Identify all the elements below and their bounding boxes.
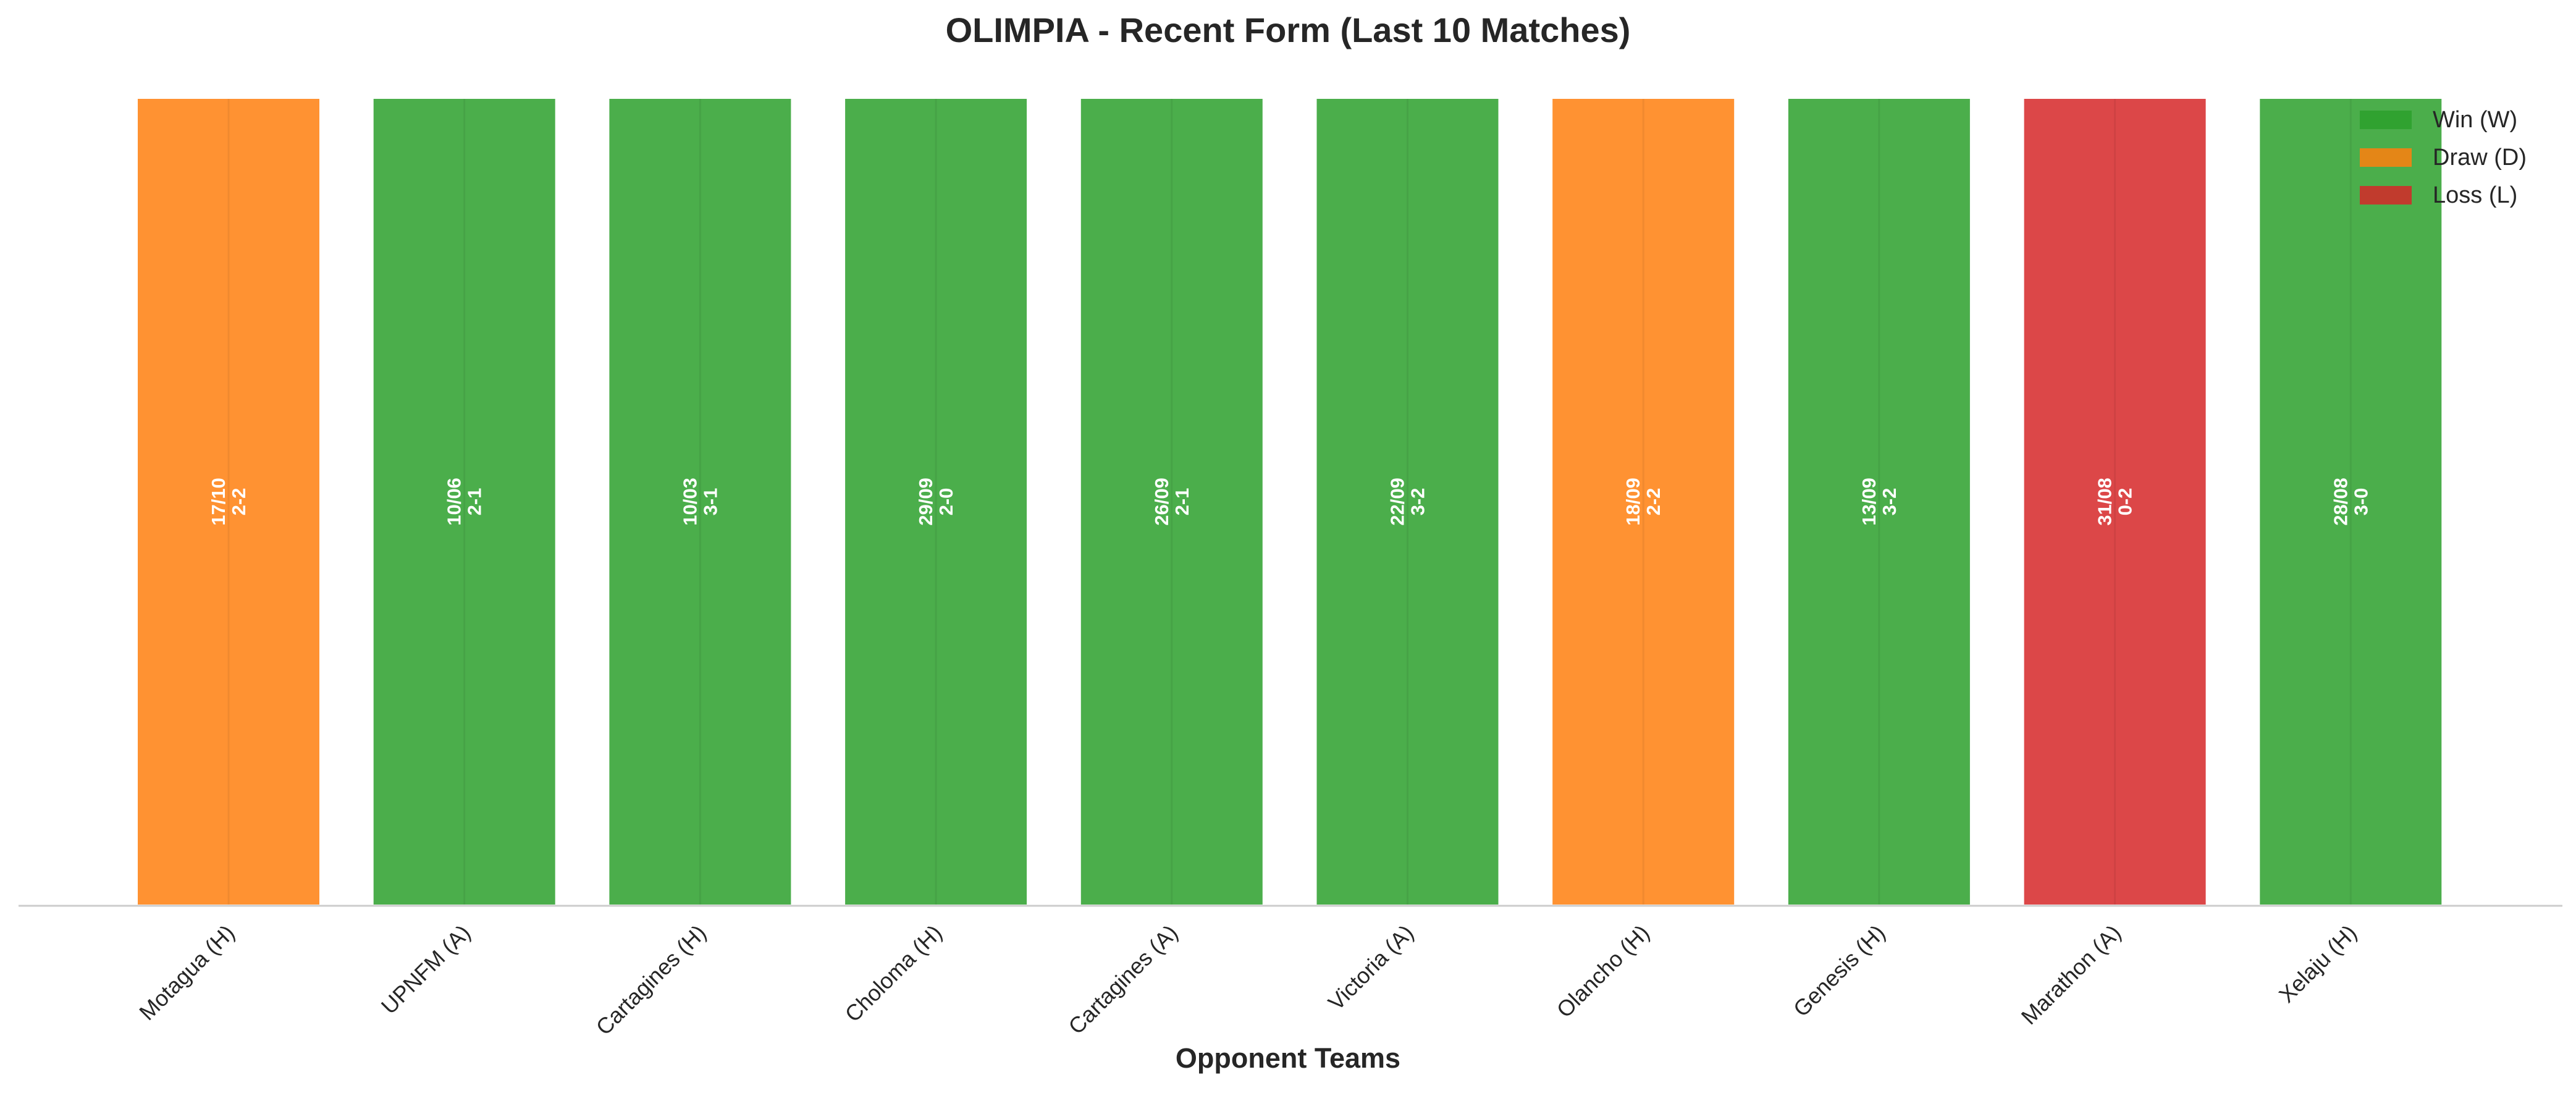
legend-label-d: Draw (D) (2433, 145, 2527, 171)
bar-5 (1314, 96, 1501, 907)
x-tick-label-8: Marathon (A) (2016, 920, 2126, 1030)
x-tick-label-6: Olancho (H) (1552, 920, 1654, 1023)
bar-2 (607, 96, 794, 907)
bar-score-label: 3-0 (2350, 488, 2372, 516)
bar-score-label: 0-2 (2115, 488, 2136, 516)
bar-date-label: 31/08 (2094, 478, 2116, 526)
bar-score-label: 2-1 (1171, 488, 1193, 516)
bar-label-3: 29/092-0 (915, 478, 957, 526)
bar-date-label: 22/09 (1387, 478, 1408, 526)
bar-date-label: 26/09 (1151, 478, 1172, 526)
x-tick-label-1: UPNFM (A) (376, 920, 476, 1019)
x-tick-label-5: Victoria (A) (1323, 920, 1418, 1015)
bar-6 (1550, 96, 1737, 907)
legend: Win (W) Draw (D) Loss (L) (2360, 107, 2527, 208)
chart-title: OLIMPIA - Recent Form (Last 10 Matches) (946, 11, 1631, 49)
bar-label-0: 17/102-2 (208, 478, 250, 526)
legend-label-w: Win (W) (2433, 107, 2517, 133)
bar-date-label: 18/09 (1622, 478, 1644, 526)
x-axis-label: Opponent Teams (1176, 1042, 1400, 1074)
bar-date-label: 28/08 (2330, 478, 2351, 526)
bars-layer: 17/102-2 10/062-1 10/033-1 29/092-0 26/092-1… (135, 96, 2444, 907)
bar-score-label: 2-2 (1643, 488, 1664, 516)
legend-label-l: Loss (L) (2433, 182, 2517, 208)
bar-label-9: 28/083-0 (2330, 478, 2372, 526)
legend-swatch-w (2360, 111, 2412, 129)
bar-label-6: 18/092-2 (1622, 478, 1664, 526)
bar-score-label: 2-0 (935, 488, 957, 516)
bar-score-label: 3-2 (1407, 488, 1429, 516)
bar-label-5: 22/093-2 (1387, 478, 1429, 526)
legend-swatch-d (2360, 148, 2412, 167)
x-tick-label-4: Cartagines (A) (1063, 920, 1182, 1039)
bar-1 (371, 96, 558, 907)
bar-score-label: 2-1 (464, 488, 486, 516)
bar-label-1: 10/062-1 (444, 478, 486, 526)
x-tick-label-2: Cartagines (H) (591, 920, 712, 1040)
bar-score-label: 3-1 (699, 488, 721, 516)
bar-label-2: 10/033-1 (679, 478, 721, 526)
bar-label-8: 31/080-2 (2094, 478, 2136, 526)
bar-4 (1078, 96, 1265, 907)
x-tick-label-3: Choloma (H) (840, 920, 946, 1027)
bar-9 (2257, 96, 2444, 907)
bar-label-4: 26/092-1 (1151, 478, 1193, 526)
bar-3 (843, 96, 1030, 907)
bar-date-label: 29/09 (915, 478, 937, 526)
bar-score-label: 2-2 (228, 488, 250, 516)
bar-date-label: 17/10 (208, 478, 229, 526)
x-tick-labels: Motagua (H) UPNFM (A) Cartagines (H) Cholom… (134, 920, 2362, 1040)
x-tick-label-0: Motagua (H) (134, 920, 239, 1025)
bar-score-label: 3-2 (1879, 488, 1900, 516)
bar-date-label: 13/09 (1858, 478, 1880, 526)
x-tick-label-9: Xelaju (H) (2274, 920, 2362, 1008)
bar-label-7: 13/093-2 (1858, 478, 1900, 526)
legend-swatch-l (2360, 186, 2412, 205)
x-tick-label-7: Genesis (H) (1788, 920, 1890, 1022)
bar-0 (135, 96, 322, 907)
bar-date-label: 10/06 (444, 478, 465, 526)
bar-date-label: 10/03 (679, 478, 701, 526)
